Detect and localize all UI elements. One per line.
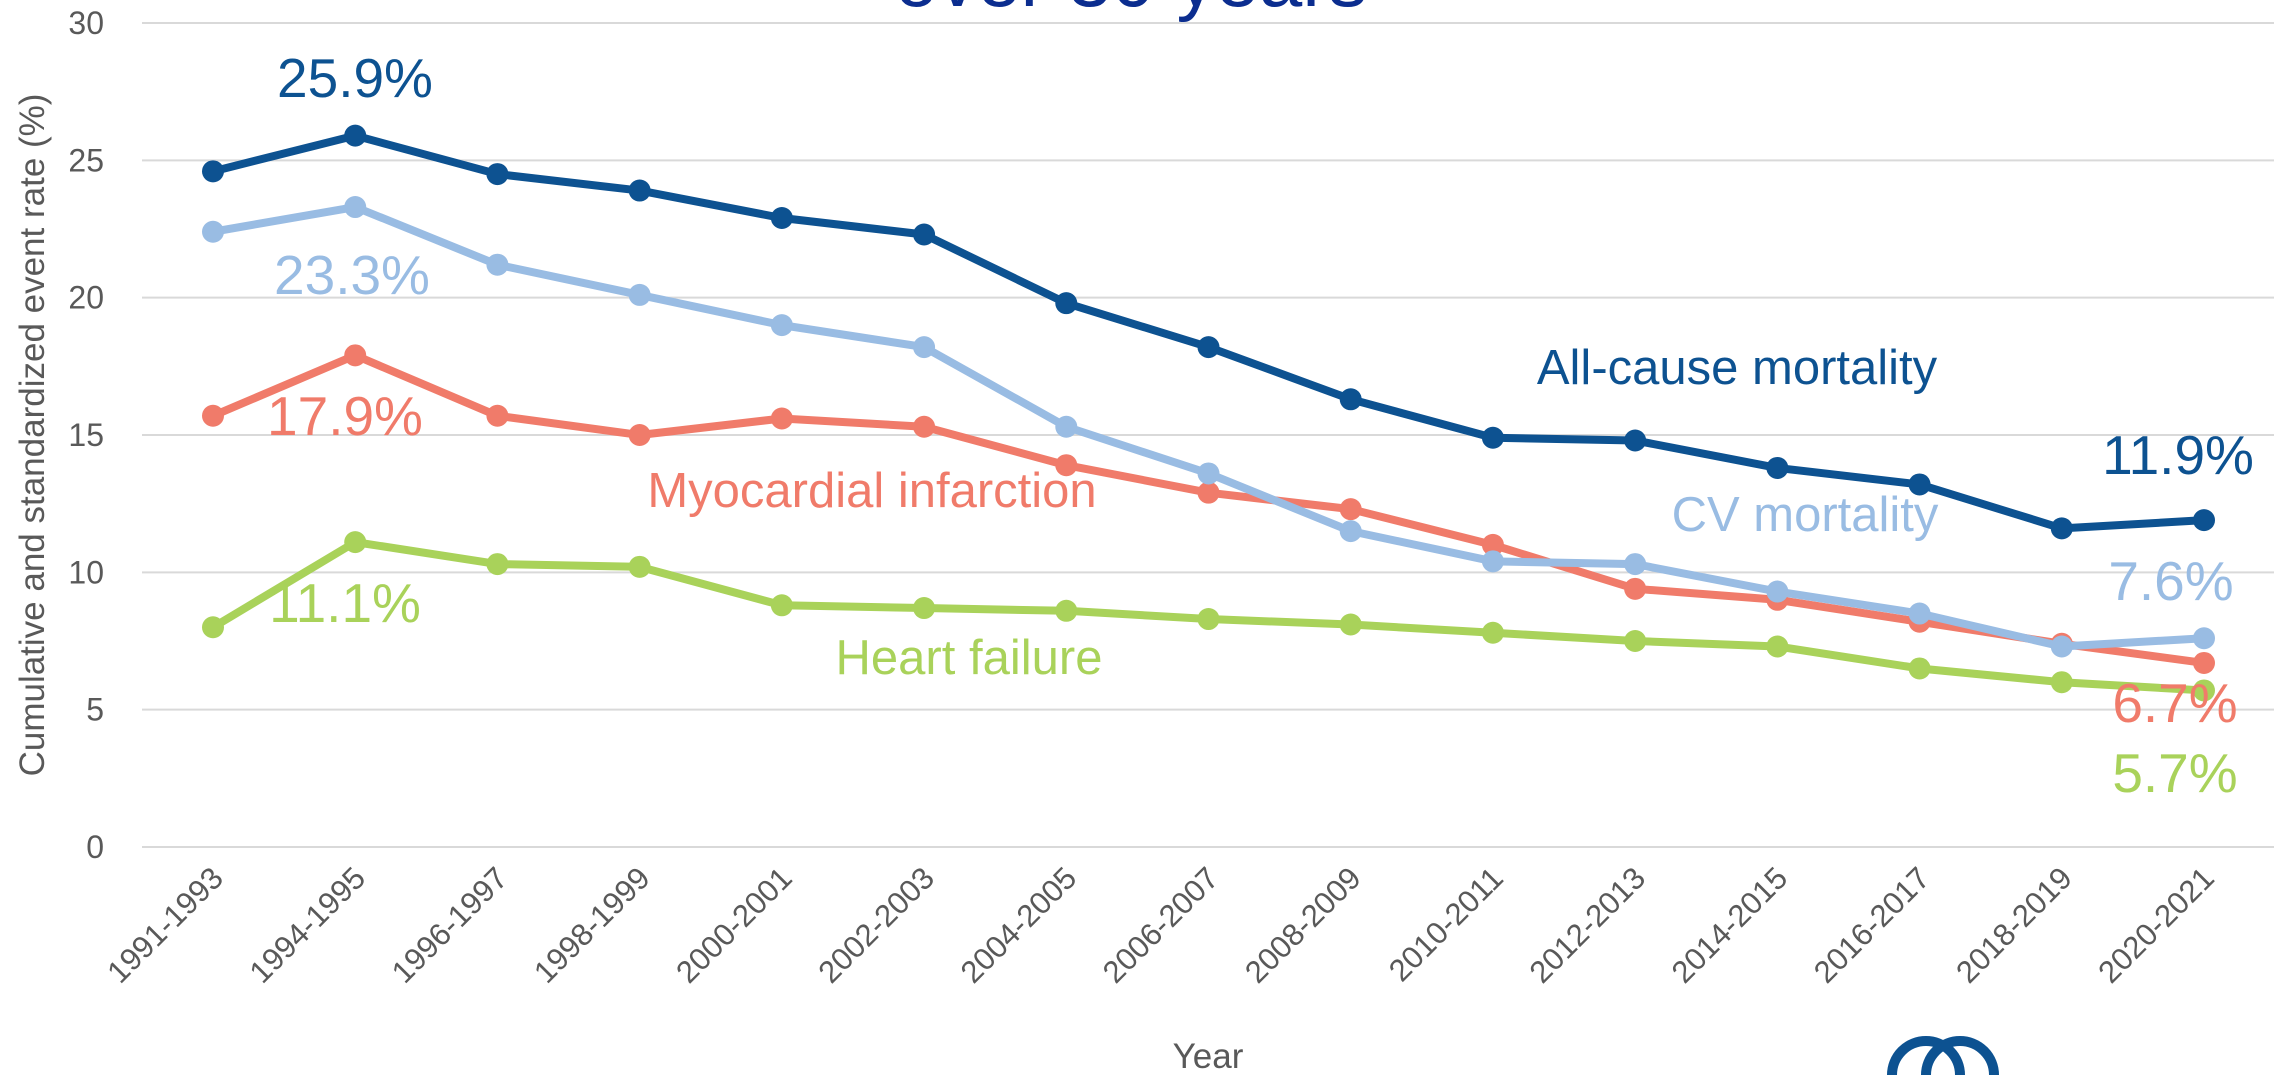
- series-label: CV mortality: [1672, 488, 1939, 542]
- data-point: [770, 594, 793, 617]
- data-point: [1055, 415, 1078, 438]
- data-point: [770, 207, 793, 230]
- logo-arc: [1887, 1036, 1965, 1075]
- data-point: [628, 179, 651, 202]
- y-tick-label: 20: [68, 280, 104, 316]
- series-label: All-cause mortality: [1537, 341, 1938, 395]
- data-point: [2050, 671, 2073, 694]
- logo-arc: [1921, 1036, 1999, 1075]
- data-point: [1481, 533, 1504, 556]
- data-point: [2193, 651, 2215, 674]
- data-point: [913, 223, 936, 246]
- y-tick-label: 25: [68, 142, 104, 178]
- data-point: [1055, 454, 1078, 477]
- y-axis-label: Cumulative and standardized event rate (…: [13, 94, 52, 777]
- x-tick-label: 2006-2007: [1096, 860, 1226, 990]
- data-point: [628, 424, 651, 446]
- data-point: [1766, 456, 1789, 479]
- data-point: [1481, 426, 1504, 449]
- data-point: [1197, 462, 1220, 485]
- data-point: [344, 196, 367, 219]
- series-label: Myocardial infarction: [647, 464, 1096, 518]
- data-point: [1624, 553, 1647, 576]
- x-tick-label: 2004-2005: [954, 860, 1084, 990]
- x-tick-label: 1994-1995: [243, 860, 373, 990]
- data-point: [1766, 580, 1789, 603]
- data-point: [1908, 473, 1931, 496]
- data-point: [913, 336, 936, 359]
- y-tick-label: 30: [68, 5, 104, 41]
- data-point: [1481, 621, 1504, 644]
- data-point: [486, 553, 509, 576]
- x-tick-label: 1991-1993: [100, 860, 230, 990]
- data-point: [486, 163, 509, 186]
- data-point: [1766, 635, 1789, 658]
- data-point: [486, 404, 509, 427]
- data-point: [913, 415, 936, 438]
- data-point: [1481, 550, 1504, 573]
- y-tick-label: 5: [86, 692, 104, 728]
- data-point: [344, 344, 367, 367]
- data-point: [1339, 388, 1362, 411]
- y-tick-label: 15: [68, 417, 104, 453]
- data-point: [202, 220, 224, 243]
- y-tick-label: 10: [68, 554, 104, 590]
- data-point: [344, 531, 367, 554]
- data-point: [770, 314, 793, 337]
- x-tick-label: 2014-2015: [1665, 860, 1795, 990]
- chart-title: over 30 years: [895, 0, 1368, 23]
- data-point: [1624, 429, 1647, 452]
- data-point: [202, 404, 224, 427]
- data-label: 7.6%: [2108, 550, 2233, 612]
- data-point: [770, 407, 793, 430]
- data-point: [1197, 336, 1220, 359]
- data-point: [1197, 608, 1220, 631]
- series-line: [212, 203, 2205, 651]
- x-tick-label: 1996-1997: [385, 860, 515, 990]
- data-point: [1908, 657, 1931, 680]
- data-point: [628, 555, 651, 578]
- data-point: [1339, 613, 1362, 636]
- data-point: [202, 160, 224, 183]
- x-tick-label: 2010-2011: [1382, 860, 1510, 988]
- data-label: 5.7%: [2112, 742, 2237, 804]
- series-label: Heart failure: [836, 631, 1103, 685]
- data-point: [202, 616, 224, 639]
- data-point: [2050, 635, 2073, 658]
- data-point: [2193, 679, 2215, 702]
- data-point: [1339, 520, 1362, 543]
- data-point: [2193, 627, 2215, 650]
- data-label: 6.7%: [2112, 672, 2237, 734]
- data-label: 11.9%: [2102, 424, 2254, 486]
- data-label: 23.3%: [274, 244, 430, 306]
- data-label: 17.9%: [267, 385, 423, 447]
- x-tick-label: 2000-2001: [669, 860, 799, 990]
- x-tick-label: 1998-1999: [527, 860, 657, 990]
- x-tick-label: 2008-2009: [1238, 860, 1368, 990]
- data-point: [2193, 509, 2215, 532]
- data-point: [1339, 498, 1362, 521]
- data-point: [1197, 481, 1220, 504]
- data-point: [1624, 630, 1647, 652]
- x-tick-label: 2020-2021: [2091, 860, 2221, 990]
- x-tick-label: 2018-2019: [1949, 860, 2079, 990]
- x-tick-label: 2016-2017: [1807, 860, 1937, 990]
- data-point: [1908, 602, 1931, 625]
- x-axis-label: Year: [1173, 1037, 1244, 1075]
- y-tick-label: 0: [86, 829, 104, 865]
- data-point: [344, 124, 367, 147]
- data-point: [628, 283, 651, 306]
- data-point: [1624, 577, 1647, 600]
- data-point: [1055, 599, 1078, 622]
- data-label: 25.9%: [277, 47, 433, 109]
- data-point: [1055, 292, 1078, 315]
- logo: [1887, 1036, 1999, 1075]
- data-point: [913, 597, 936, 620]
- data-point: [2050, 517, 2073, 540]
- data-label: 11.1%: [269, 572, 421, 634]
- x-tick-label: 2002-2003: [811, 860, 941, 990]
- x-tick-label: 2012-2013: [1523, 860, 1653, 990]
- data-point: [486, 253, 509, 276]
